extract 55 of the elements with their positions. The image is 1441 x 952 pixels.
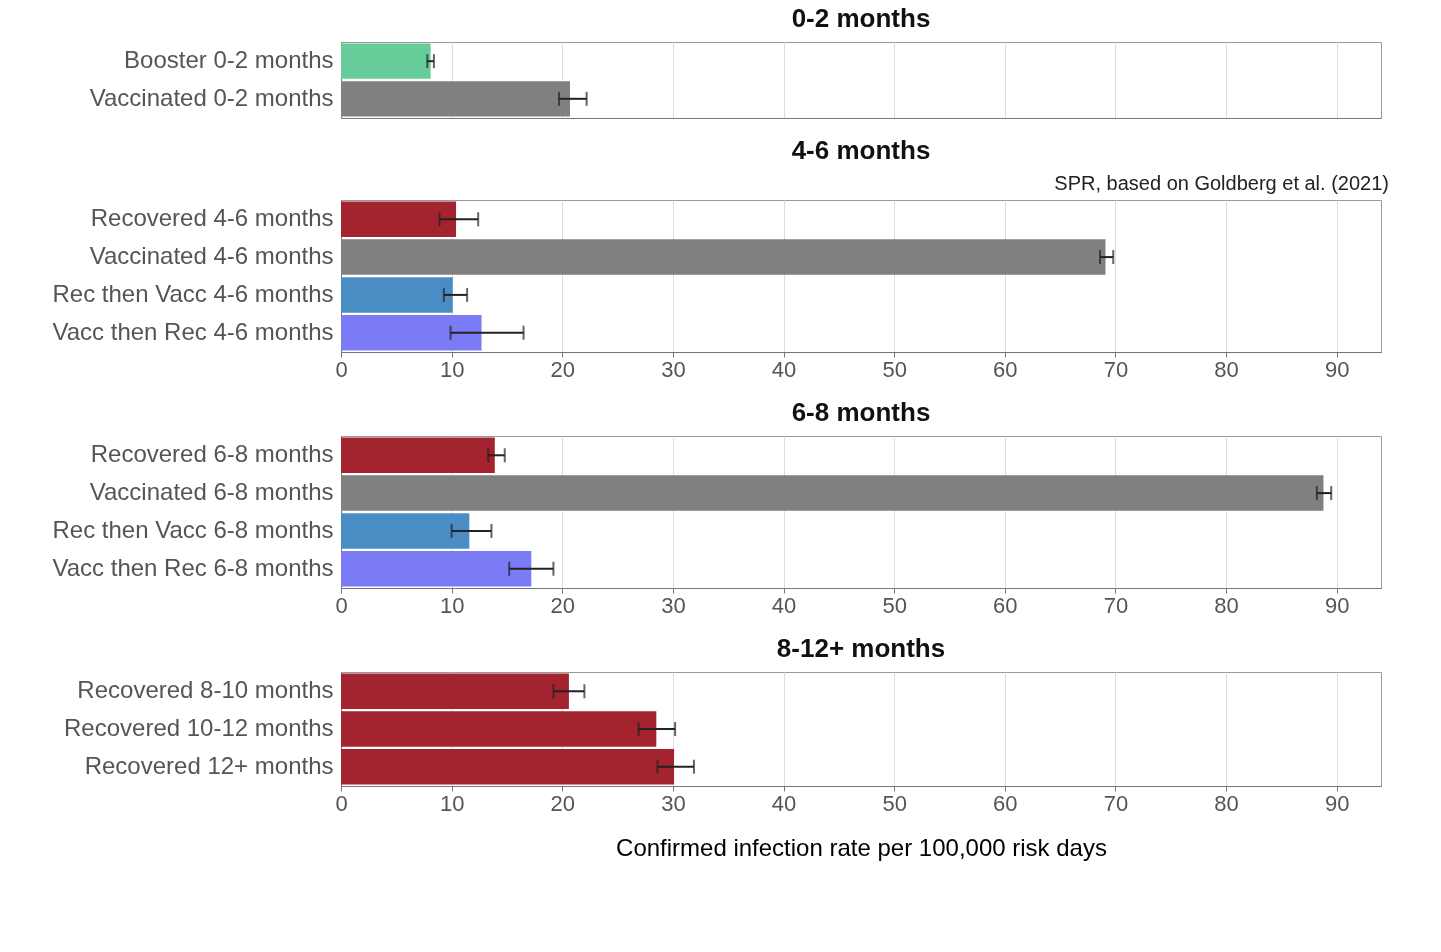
x-tick-label: 60	[993, 790, 1018, 816]
x-tick-label: 10	[439, 790, 465, 816]
y-tick-label: Recovered 12+ months	[84, 751, 334, 779]
y-tick-label: Recovered 4-6 months	[90, 204, 334, 232]
x-tick-label: 60	[993, 356, 1018, 382]
x-tick-label: 50	[882, 356, 907, 382]
y-tick-label: Recovered 8-10 months	[77, 676, 334, 704]
bar	[341, 201, 457, 238]
y-tick-label: Vaccinated 4-6 months	[89, 242, 334, 270]
y-tick-label: Vacc then Rec 4-6 months	[52, 317, 334, 345]
x-axis-title: Confirmed infection rate per 100,000 risk days	[616, 833, 1107, 861]
x-tick-label: 90	[1325, 356, 1350, 382]
y-tick-label: Recovered 10-12 months	[64, 714, 334, 741]
x-tick-label: 80	[1214, 790, 1239, 816]
x-tick-label: 60	[993, 592, 1018, 618]
chart-title: 6-8 months	[791, 397, 931, 427]
chart-title: 0-2 months	[791, 3, 931, 33]
chart-title: 4-6 months	[791, 135, 931, 165]
y-tick-label: Recovered 6-8 months	[90, 440, 334, 468]
x-tick-label: 40	[771, 790, 797, 816]
y-tick-label: Vaccinated 6-8 months	[89, 478, 334, 506]
x-tick-label: 40	[771, 356, 797, 382]
x-tick-label: 40	[771, 592, 797, 618]
x-tick-label: 70	[1103, 592, 1129, 618]
x-tick-label: 20	[550, 592, 576, 618]
chart-title: 8-12+ months	[776, 633, 946, 663]
y-tick-label: Rec then Vacc 6-8 months	[52, 515, 334, 543]
x-tick-label: 10	[439, 356, 465, 382]
x-tick-label: 80	[1214, 592, 1239, 618]
bar	[341, 437, 495, 474]
x-tick-label: 50	[882, 790, 907, 816]
x-tick-label: 0	[335, 356, 348, 382]
y-tick-label: Rec then Vacc 4-6 months	[52, 279, 334, 307]
bar	[341, 550, 532, 587]
x-tick-label: 30	[661, 356, 686, 382]
x-tick-label: 20	[550, 356, 576, 382]
bar	[341, 277, 453, 313]
x-tick-label: 0	[335, 592, 348, 618]
bar	[341, 314, 482, 351]
x-tick-label: 80	[1214, 356, 1239, 382]
x-tick-label: 70	[1103, 790, 1129, 816]
x-tick-label: 70	[1103, 356, 1129, 382]
x-tick-label: 30	[661, 790, 686, 816]
text: SPR, based on Goldberg et al. (2021)	[1054, 172, 1389, 194]
x-tick-label: 0	[335, 790, 348, 816]
x-tick-label: 20	[550, 790, 576, 816]
x-tick-label: 90	[1325, 790, 1350, 816]
y-tick-label: Vaccinated 0-2 months	[89, 83, 334, 111]
bar	[341, 513, 470, 549]
y-tick-label: Vacc then Rec 6-8 months	[52, 553, 334, 581]
x-tick-label: 90	[1325, 592, 1350, 618]
x-tick-label: 10	[439, 592, 465, 618]
x-tick-label: 30	[661, 592, 686, 618]
y-tick-label: Booster 0-2 months	[124, 46, 334, 74]
x-tick-label: 50	[882, 592, 907, 618]
